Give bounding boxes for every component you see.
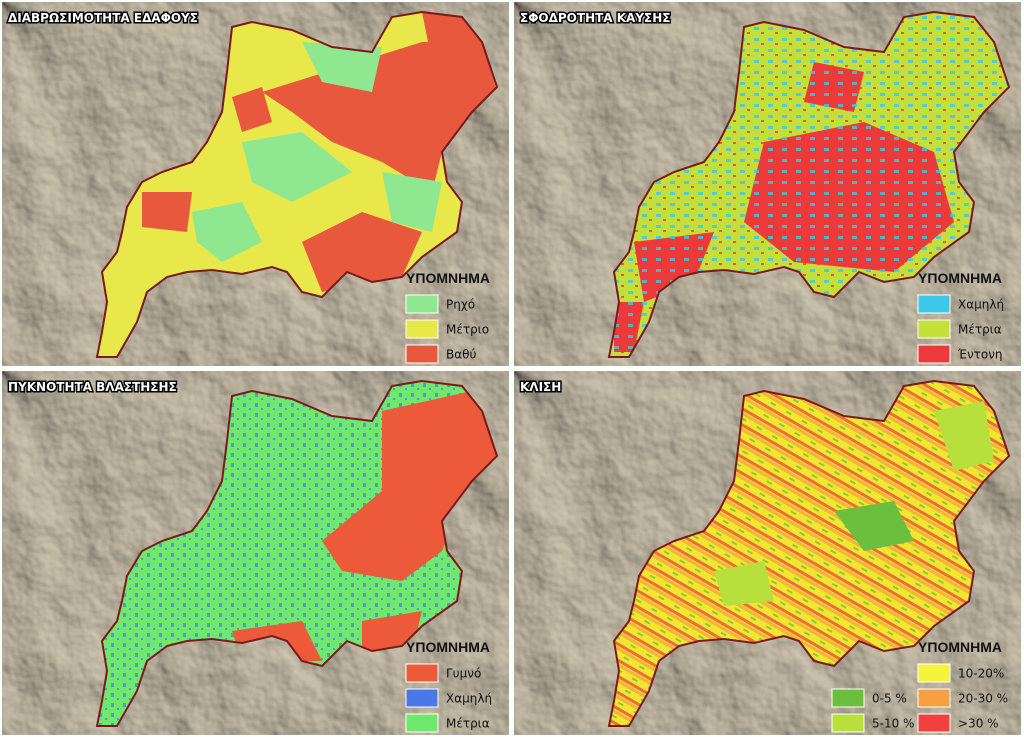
- legend-swatch: [831, 688, 865, 708]
- panel-title: ΣΦΟΔΡΟΤΗΤΑ ΚΑΥΣΗΣ: [520, 11, 670, 25]
- legend-swatch: [405, 713, 439, 733]
- panel: ΚΛΙΣΗ ΥΠΟΜΝΗΜΑ 0-5 % 5-10 % 10-20% 20-30 % >30…: [514, 371, 1021, 735]
- legend-swatch: [917, 688, 951, 708]
- legend-swatch: [405, 294, 439, 314]
- legend-title: ΥΠΟΜΝΗΜΑ: [406, 270, 490, 286]
- legend-label: 5-10 %: [872, 717, 914, 731]
- panel: ΔΙΑΒΡΩΣΙΜΟΤΗΤΑ ΕΔΑΦΟΥΣ ΥΠΟΜΝΗΜΑ Ρηχό Μέτριο…: [2, 2, 509, 366]
- legend-label: >30 %: [958, 717, 999, 731]
- legend-title: ΥΠΟΜΝΗΜΑ: [918, 270, 1002, 286]
- legend-swatch: [405, 344, 439, 364]
- legend-label: 20-30 %: [958, 692, 1008, 706]
- panel: ΣΦΟΔΡΟΤΗΤΑ ΚΑΥΣΗΣ ΥΠΟΜΝΗΜΑ Χαμηλή Μέτρια Έντ…: [514, 2, 1021, 366]
- panel-title: ΚΛΙΣΗ: [520, 380, 561, 394]
- legend-label: Χαμηλή: [446, 692, 492, 706]
- legend-label: Γυμνό: [446, 667, 481, 681]
- legend-swatch: [831, 713, 865, 733]
- legend-swatch: [917, 713, 951, 733]
- legend-label: Έντονη: [957, 348, 1003, 362]
- legend-swatch: [917, 294, 951, 314]
- legend-label: Ρηχό: [446, 298, 475, 312]
- legend-swatch: [917, 663, 951, 683]
- panel-title: ΔΙΑΒΡΩΣΙΜΟΤΗΤΑ ΕΔΑΦΟΥΣ: [8, 11, 198, 25]
- panel: ΠΥΚΝΟΤΗΤΑ ΒΛΑΣΤΗΣΗΣ ΥΠΟΜΝΗΜΑ Γυμνό Χαμηλή Μέ…: [2, 371, 509, 735]
- legend-label: 10-20%: [958, 667, 1004, 681]
- legend-label: Μέτρια: [446, 717, 490, 731]
- legend-label: 0-5 %: [872, 692, 907, 706]
- legend-swatch: [917, 319, 951, 339]
- legend-label: Μέτριο: [446, 323, 489, 337]
- panel-title: ΠΥΚΝΟΤΗΤΑ ΒΛΑΣΤΗΣΗΣ: [8, 380, 177, 394]
- legend-label: Βαθύ: [446, 348, 476, 362]
- legend-label: Χαμηλή: [958, 298, 1004, 312]
- legend-swatch: [917, 344, 951, 364]
- legend-swatch: [405, 663, 439, 683]
- legend-swatch: [405, 319, 439, 339]
- legend-swatch: [405, 688, 439, 708]
- legend-title: ΥΠΟΜΝΗΜΑ: [406, 639, 490, 655]
- legend-label: Μέτρια: [958, 323, 1002, 337]
- legend-title: ΥΠΟΜΝΗΜΑ: [918, 639, 1002, 655]
